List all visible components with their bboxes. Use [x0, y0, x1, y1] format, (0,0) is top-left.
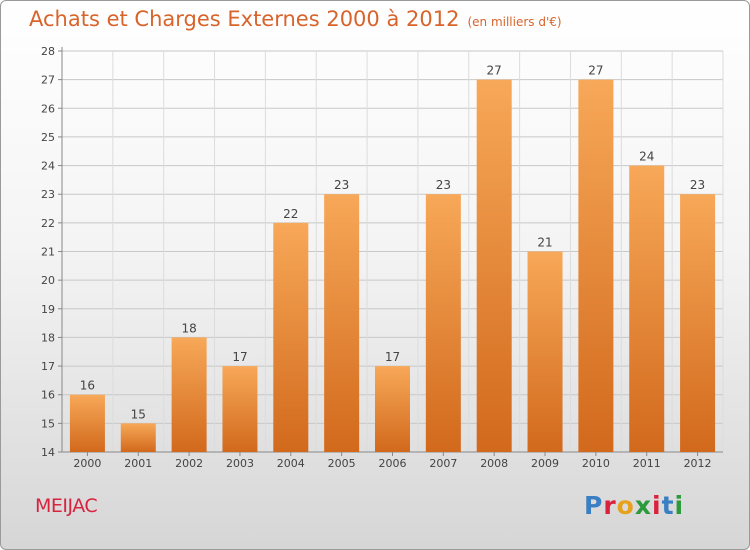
x-tick-label: 2012 — [684, 457, 712, 470]
labels: 14 15 16 17 18 19 20 21 22 23 24 25 26 27 28 16 2000 15 20… — [41, 45, 712, 470]
y-tick-label: 28 — [41, 45, 55, 58]
data-label: 21 — [537, 236, 552, 250]
bar — [476, 79, 512, 453]
chart-unit: (en milliers d'€) — [467, 15, 562, 29]
data-label: 22 — [283, 207, 298, 221]
x-tick-label: 2004 — [277, 457, 305, 470]
x-tick-label: 2010 — [582, 457, 610, 470]
x-tick-label: 2000 — [73, 457, 101, 470]
bars — [69, 79, 716, 453]
chart-title-block: Achats et Charges Externes 2000 à 2012 (e… — [29, 7, 562, 31]
x-tick-label: 2001 — [124, 457, 152, 470]
bar — [120, 423, 156, 452]
bar — [680, 194, 716, 452]
proxiti-logo: Proxiti — [584, 491, 684, 520]
bar — [273, 222, 309, 452]
x-tick-label: 2005 — [328, 457, 356, 470]
commune-name: MEIJAC — [35, 495, 98, 517]
logo-letter: x — [634, 491, 652, 520]
y-tick-label: 16 — [41, 389, 55, 402]
y-tick-label: 23 — [41, 188, 55, 201]
y-tick-label: 19 — [41, 303, 55, 316]
x-tick-label: 2003 — [226, 457, 254, 470]
data-label: 16 — [80, 379, 95, 393]
data-label: 15 — [131, 407, 146, 421]
y-tick-label: 18 — [41, 331, 55, 344]
y-tick-label: 27 — [41, 74, 55, 87]
y-tick-label: 22 — [41, 217, 55, 230]
logo-letter: o — [616, 491, 635, 520]
x-tick-label: 2008 — [480, 457, 508, 470]
x-tick-label: 2006 — [379, 457, 407, 470]
x-tick-label: 2011 — [633, 457, 661, 470]
bar — [578, 79, 614, 453]
logo-letter: i — [674, 491, 685, 520]
x-tick-label: 2009 — [531, 457, 559, 470]
y-tick-label: 26 — [41, 102, 55, 115]
chart-title: Achats et Charges Externes 2000 à 2012 — [29, 7, 460, 31]
y-tick-label: 25 — [41, 131, 55, 144]
y-tick-label: 14 — [41, 446, 55, 459]
data-label: 17 — [232, 350, 247, 364]
data-label: 23 — [436, 178, 451, 192]
y-tick-label: 21 — [41, 246, 55, 259]
y-tick-label: 15 — [41, 417, 55, 430]
bar — [527, 251, 563, 452]
y-tick-label: 17 — [41, 360, 55, 373]
data-label: 18 — [181, 321, 196, 335]
bar — [375, 366, 410, 452]
y-tick-label: 24 — [41, 160, 55, 173]
data-label: 17 — [385, 350, 400, 364]
bar — [222, 366, 258, 452]
logo-letter: i — [652, 491, 662, 520]
data-label: 23 — [334, 178, 349, 192]
y-tick-label: 20 — [41, 274, 55, 287]
data-label: 27 — [588, 64, 603, 78]
bar — [425, 194, 461, 452]
data-label: 23 — [690, 178, 705, 192]
bar — [324, 194, 360, 452]
x-tick-label: 2002 — [175, 457, 203, 470]
data-label: 24 — [639, 150, 654, 164]
x-tick-label: 2007 — [429, 457, 457, 470]
bar — [629, 165, 665, 453]
data-label: 27 — [487, 64, 502, 78]
bar — [69, 394, 105, 452]
logo-letter: P — [584, 491, 604, 520]
logo-letter: t — [661, 491, 675, 520]
bar — [171, 337, 207, 452]
logo-letter: r — [603, 491, 617, 520]
